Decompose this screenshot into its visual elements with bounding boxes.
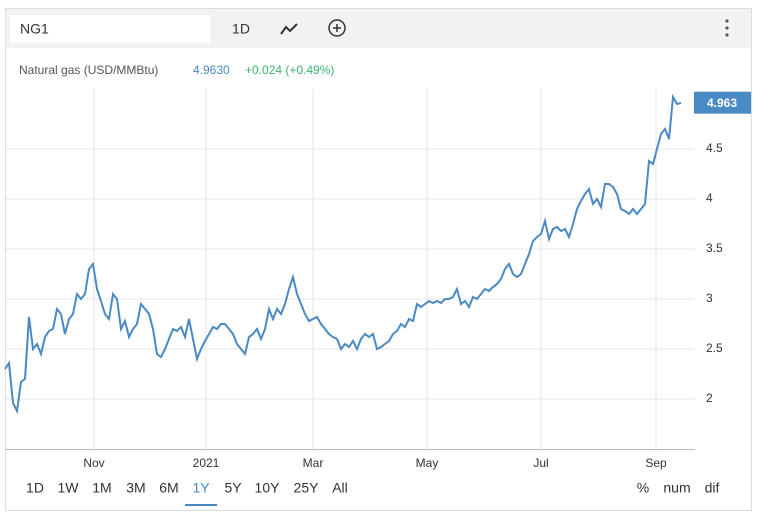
range-button[interactable]: 25Y [294,480,320,496]
x-tick-label: 2021 [193,456,220,470]
interval-button[interactable]: 1D [232,21,250,37]
range-button[interactable]: 1W [58,480,80,496]
range-button[interactable]: 6M [159,480,178,496]
series-name: Natural gas (USD/MMBtu) [19,63,158,77]
range-button[interactable]: 1M [92,480,111,496]
price: 4.9630 [193,63,230,77]
x-tick-label: Sep [645,456,667,470]
symbol: NG1 [20,21,49,37]
last-price-label: 4.963 [707,96,737,110]
compare-icon[interactable] [328,19,346,37]
card [5,8,752,511]
y-tick-label: 3 [706,291,713,305]
y-tick-label: 3.5 [706,241,723,255]
range-button[interactable]: 10Y [255,480,281,496]
range-button[interactable]: 5Y [224,480,242,496]
range-button[interactable]: 3M [126,480,145,496]
y-tick-label: 4.5 [706,141,723,155]
x-tick-label: Jul [533,456,548,470]
x-tick-label: Mar [303,456,324,470]
chart-type-icon[interactable] [280,23,298,35]
range-button[interactable]: 1D [26,480,44,496]
change: +0.024 (+0.49%) [245,63,334,77]
y-tick-label: 2.5 [706,341,723,355]
mode-button[interactable]: % [637,480,649,496]
y-tick-label: 2 [706,391,713,405]
price-line [4,93,682,415]
y-tick-label: 4 [706,191,713,205]
range-button[interactable]: All [332,480,348,496]
range-button[interactable]: 1Y [192,480,210,496]
compare-plus [333,24,341,32]
mode-button[interactable]: num [663,480,690,496]
menu-icon[interactable] [725,19,729,37]
symbol-input[interactable] [10,15,210,43]
mode-button[interactable]: dif [705,480,720,496]
last-price-box [694,91,751,114]
x-tick-label: May [416,456,439,470]
x-tick-label: Nov [83,456,104,470]
